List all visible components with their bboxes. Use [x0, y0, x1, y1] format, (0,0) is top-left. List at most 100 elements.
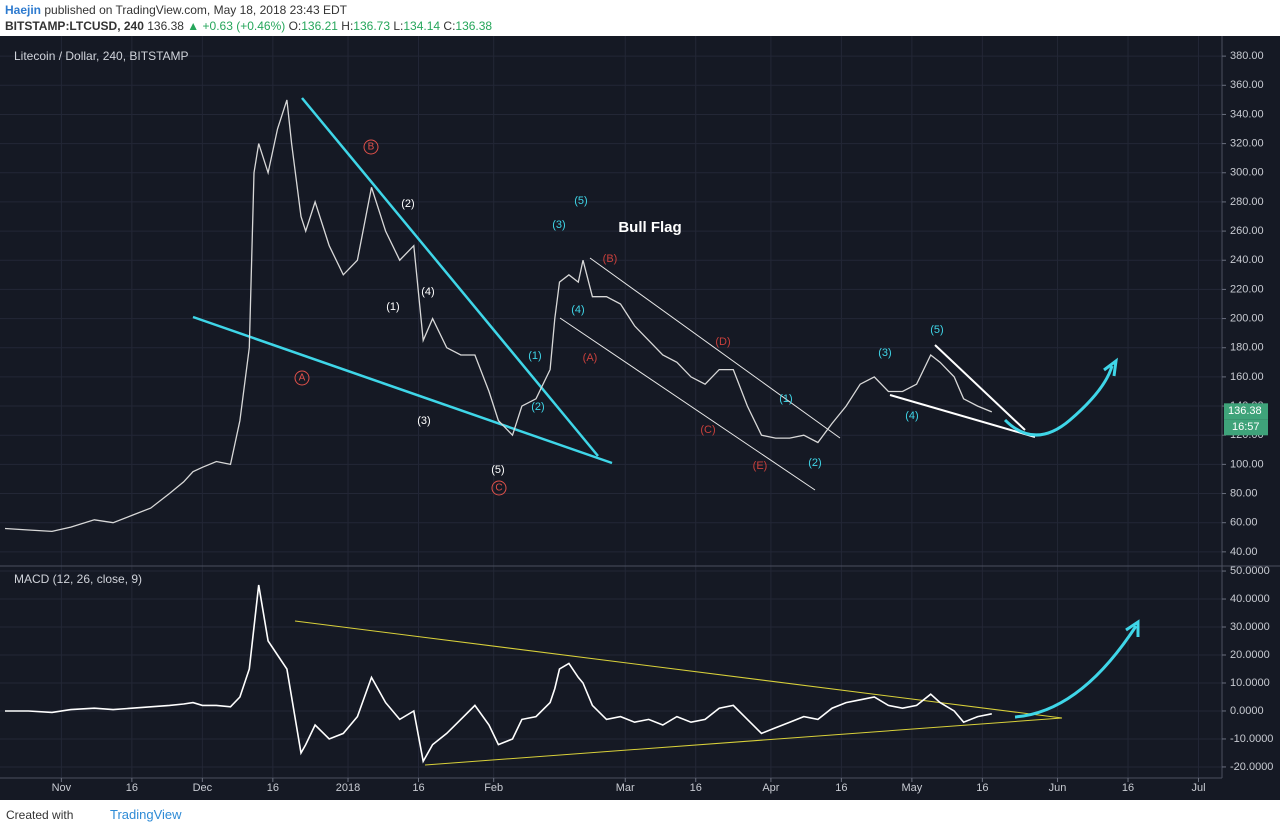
annotation: (4) [905, 410, 918, 422]
y-tick-label: 160.00 [1230, 371, 1264, 383]
price-label: 136.38 [1228, 405, 1262, 417]
y-tick-label: 340.00 [1230, 108, 1264, 120]
x-tick-label: May [901, 782, 922, 794]
l-label: L: [393, 19, 404, 33]
x-tick-label: 16 [267, 782, 279, 794]
x-tick-label: 16 [126, 782, 138, 794]
countdown-box [1224, 419, 1268, 436]
price-line [4, 99, 993, 533]
annotation: (B) [603, 253, 618, 265]
published: published on TradingView.com, May 18, 20… [44, 3, 347, 17]
annotation-circle [294, 370, 310, 386]
annotation: (2) [531, 401, 544, 413]
x-tick-label: Jul [1191, 782, 1205, 794]
annotation: (2) [808, 457, 821, 469]
y-tick-label: 260.00 [1230, 225, 1264, 237]
annotation: (5) [930, 324, 943, 336]
annotation: (D) [715, 336, 730, 348]
y-tick-label: 40.00 [1230, 546, 1258, 558]
y-tick-label: 200.00 [1230, 312, 1264, 324]
annotation-circle [363, 139, 379, 155]
y-tick-label: -10.0000 [1230, 733, 1273, 745]
x-tick-label: 16 [412, 782, 424, 794]
trendline [192, 315, 613, 465]
y-tick-label: 30.0000 [1230, 621, 1270, 633]
macd-line [5, 584, 992, 764]
publish-line: Haejin published on TradingView.com, May… [5, 3, 347, 17]
price-label-box [1224, 403, 1268, 420]
annotation: (3) [552, 219, 565, 231]
y-tick-label: 100.00 [1230, 458, 1264, 470]
o-value: 136.21 [301, 19, 338, 33]
annotation: (4) [421, 286, 434, 298]
x-tick-label: Mar [616, 782, 635, 794]
y-tick-label: 280.00 [1230, 196, 1264, 208]
h-value: 136.73 [353, 19, 390, 33]
h-label: H: [341, 19, 354, 33]
y-tick-label: 300.00 [1230, 167, 1264, 179]
x-tick-label: Feb [484, 782, 503, 794]
y-tick-label: 220.00 [1230, 283, 1264, 295]
annotation: (3) [417, 415, 430, 427]
annotation: (1) [528, 350, 541, 362]
change: ▲ +0.63 (+0.46%) [187, 19, 286, 33]
brand[interactable]: TradingView [110, 807, 182, 822]
author[interactable]: Haejin [5, 3, 42, 17]
annotation: (E) [753, 460, 768, 472]
header: Haejin published on TradingView.com, May… [0, 0, 1280, 36]
footer: Created with TradingView [0, 800, 1280, 831]
ohlc: O:136.21 H:136.73 L:134.14 C:136.38 [289, 19, 493, 33]
trendline [301, 97, 599, 457]
created-with: Created with [6, 808, 74, 822]
x-tick-label: 16 [1122, 782, 1134, 794]
annotation: Bull Flag [618, 219, 681, 236]
drawings [192, 97, 1140, 766]
x-tick-label: Apr [762, 782, 779, 794]
arrow-head [1103, 357, 1118, 377]
y-tick-label: 240.00 [1230, 254, 1264, 266]
y-tick-label: 320.00 [1230, 138, 1264, 150]
chart-background [0, 36, 1280, 800]
annotation: (4) [571, 304, 584, 316]
annotation: (C) [700, 424, 715, 436]
x-tick-label: 2018 [336, 782, 360, 794]
y-tick-label: 0.0000 [1230, 705, 1264, 717]
y-tick-label: 380.00 [1230, 50, 1264, 62]
x-tick-label: Jun [1049, 782, 1067, 794]
x-tick-label: Nov [52, 782, 72, 794]
annotation: (A) [583, 352, 598, 364]
arrow-head [1125, 619, 1140, 637]
macd-trendline [294, 620, 1063, 719]
symbol: BITSTAMP:LTCUSD, 240 [5, 19, 144, 33]
y-tick-label: 60.00 [1230, 517, 1258, 529]
y-tick-label: 360.00 [1230, 79, 1264, 91]
annotation: (1) [779, 393, 792, 405]
wedge-line [934, 344, 1026, 431]
wedge-line [889, 394, 1036, 438]
x-tick-label: 16 [835, 782, 847, 794]
x-tick-label: Dec [193, 782, 213, 794]
x-tick-label: 16 [690, 782, 702, 794]
c-value: 136.38 [455, 19, 493, 33]
quote-line: BITSTAMP:LTCUSD, 240 136.38 ▲ +0.63 (+0.… [5, 19, 492, 33]
y-tick-label: 50.0000 [1230, 565, 1270, 577]
channel-line [559, 317, 816, 491]
y-tick-label: 80.00 [1230, 487, 1258, 499]
l-value: 134.14 [403, 19, 441, 33]
annotation: (3) [878, 347, 891, 359]
y-tick-label: 40.0000 [1230, 593, 1270, 605]
y-tick-label: 180.00 [1230, 342, 1264, 354]
macd-trendline [424, 717, 1063, 766]
y-tick-label: 20.0000 [1230, 649, 1270, 661]
channel-line [589, 257, 841, 439]
annotation: (5) [491, 464, 504, 476]
annotation: C [495, 483, 502, 494]
chart: Litecoin / Dollar, 240, BITSTAMP MACD (1… [0, 36, 1280, 800]
y-tick-label: -20.0000 [1230, 761, 1273, 773]
o-label: O: [288, 19, 302, 33]
c-label: C: [443, 19, 456, 33]
annotation: (5) [574, 195, 587, 207]
countdown: 16:57 [1232, 421, 1260, 433]
arrow [1003, 365, 1114, 437]
